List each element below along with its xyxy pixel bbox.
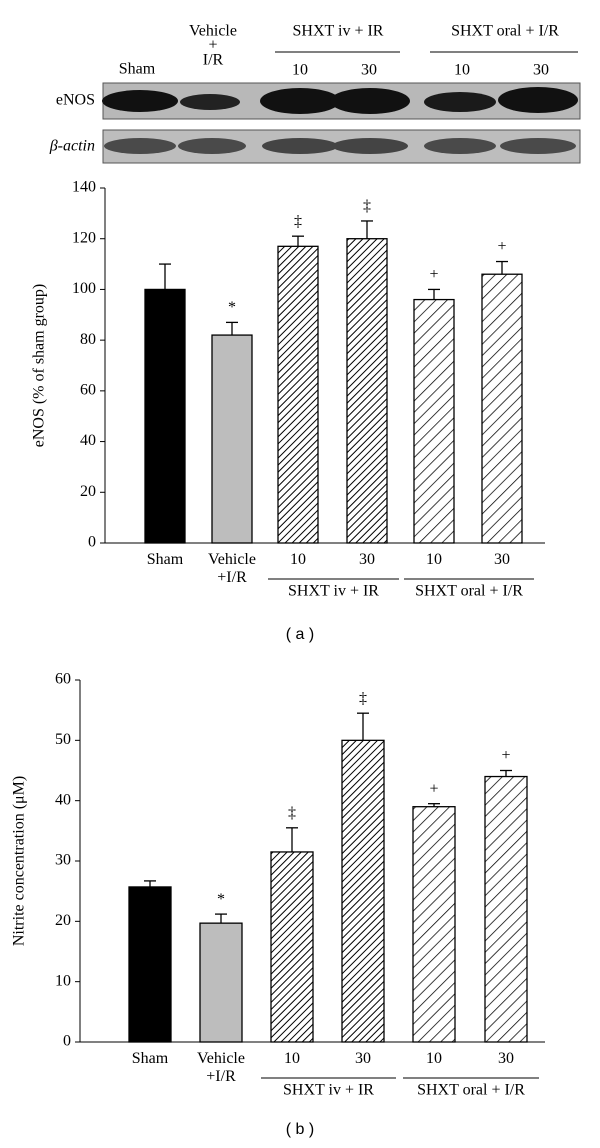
x-tick-label-box: 30 (355, 1050, 371, 1067)
x-tick-label-box: Vehicle +I/R (208, 551, 256, 586)
group-label: SHXT iv + IR (293, 23, 384, 40)
significance-mark: * (217, 891, 225, 908)
y-tick-label: 10 (55, 972, 71, 989)
lane-label: 30 (361, 62, 377, 79)
significance-mark: ‡ (363, 198, 371, 215)
lane-label: I/R (203, 52, 224, 69)
y-tick-label: 100 (72, 280, 96, 297)
group-label: SHXT oral + I/R (415, 583, 523, 600)
x-tick-label: 10 (290, 551, 306, 568)
y-tick-label: 40 (55, 791, 71, 808)
significance-mark: ‡ (294, 213, 302, 230)
x-tick-label-box: 10 (284, 1050, 300, 1067)
y-axis-label: eNOS (% of sham group) (31, 284, 48, 448)
bar (211, 334, 253, 544)
y-tick-label: 80 (80, 331, 96, 348)
significance-mark: + (429, 266, 438, 283)
x-tick-label: 10 (284, 1050, 300, 1067)
x-tick-label: Sham (146, 551, 184, 568)
row-label: β-actin (49, 138, 95, 155)
group-label: SHXT oral + I/R (451, 23, 559, 40)
significance-mark: ‡ (288, 804, 296, 821)
y-tick-label: 50 (55, 731, 71, 748)
x-tick-label: 30 (359, 551, 375, 568)
x-tick-label: Vehicle +I/R (208, 551, 256, 586)
group-label: SHXT oral + I/R (417, 1082, 525, 1099)
lane-label: Vehicle (189, 23, 237, 40)
significance-mark: ‡ (359, 690, 367, 707)
x-tick-label: Sham (131, 1050, 169, 1067)
y-tick-label: 120 (72, 229, 96, 246)
y-tick-label: 140 (72, 179, 96, 196)
lane-label: 10 (454, 62, 470, 79)
bar (277, 245, 319, 544)
bar (341, 739, 385, 1043)
y-tick-label: 20 (55, 912, 71, 929)
bar (144, 288, 186, 544)
group-label: SHXT iv + IR (283, 1082, 374, 1099)
x-tick-label: Vehicle +I/R (197, 1050, 245, 1085)
caption: ( b ) (286, 1121, 314, 1138)
significance-mark: + (429, 780, 438, 797)
y-tick-label: 40 (80, 432, 96, 449)
y-tick-label: 60 (80, 382, 96, 399)
x-tick-label-box: Sham (131, 1050, 169, 1067)
x-tick-label-box: 10 (426, 1050, 442, 1067)
blot-enos (102, 82, 581, 120)
y-tick-label: 20 (80, 483, 96, 500)
significance-mark: + (497, 238, 506, 255)
bar (481, 273, 523, 544)
group-label: SHXT iv + IR (288, 583, 379, 600)
bar (346, 238, 388, 544)
x-tick-label: 30 (355, 1050, 371, 1067)
lane-label: 10 (292, 62, 308, 79)
significance-mark: + (501, 747, 510, 764)
bar (484, 775, 528, 1043)
x-tick-label: 10 (426, 1050, 442, 1067)
bar (128, 886, 172, 1043)
x-tick-label-box: Sham (146, 551, 184, 568)
bar (412, 806, 456, 1043)
x-tick-label-box: 30 (359, 551, 375, 568)
lane-label: + (208, 37, 217, 54)
x-tick-label-box: 10 (426, 551, 442, 568)
y-tick-label: 30 (55, 852, 71, 869)
lane-label: Sham (119, 61, 156, 78)
significance-mark: * (228, 299, 236, 316)
lane-label: 30 (533, 62, 549, 79)
caption: ( a ) (286, 626, 314, 643)
row-label: eNOS (56, 92, 95, 109)
x-tick-label-box: 30 (498, 1050, 514, 1067)
x-tick-label-box: 10 (290, 551, 306, 568)
y-tick-label: 0 (63, 1033, 71, 1050)
y-axis-label: Nitrite concentration (μM) (11, 776, 28, 946)
x-tick-label-box: Vehicle +I/R (197, 1050, 245, 1085)
blot-actin (102, 129, 581, 164)
x-tick-label: 30 (498, 1050, 514, 1067)
x-tick-label: 30 (494, 551, 510, 568)
y-tick-label: 60 (55, 671, 71, 688)
bar (199, 922, 243, 1043)
x-tick-label: 10 (426, 551, 442, 568)
bar (270, 851, 314, 1043)
x-tick-label-box: 30 (494, 551, 510, 568)
y-tick-label: 0 (88, 534, 96, 551)
bar (413, 298, 455, 544)
